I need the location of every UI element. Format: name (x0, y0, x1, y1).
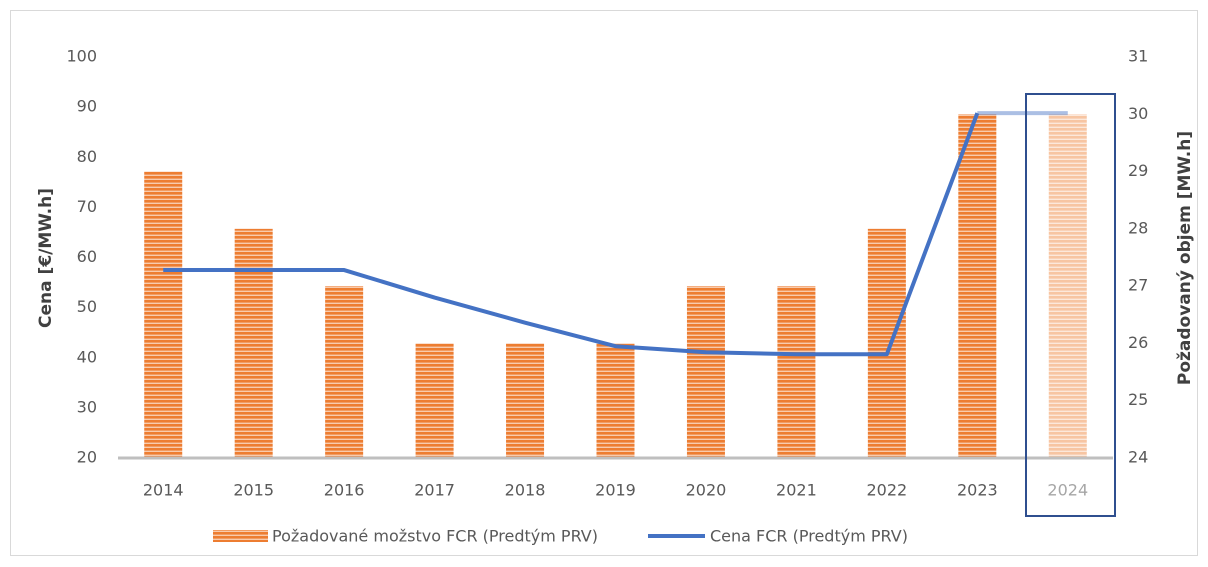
highlight-box (1025, 93, 1116, 517)
x-tick-label: 2023 (957, 481, 998, 500)
x-tick-label: 2021 (776, 481, 817, 500)
x-tick-label: 2015 (233, 481, 274, 500)
x-tick-label: 2020 (686, 481, 727, 500)
y-axis-title: Cena [€/MW.h] (36, 188, 56, 328)
x-tick-label: 2022 (867, 481, 908, 500)
bar (686, 286, 725, 458)
y-tick-label: 60 (77, 247, 97, 266)
y-tick-label: 50 (77, 297, 97, 316)
y-tick-label: 100 (66, 47, 97, 66)
y2-tick-label: 26 (1128, 333, 1148, 352)
x-tick-label: 2018 (505, 481, 546, 500)
bar (777, 286, 816, 458)
legend-swatch (213, 530, 268, 542)
bar (958, 114, 997, 459)
bar (867, 228, 906, 458)
bar (506, 343, 545, 458)
y-tick-label: 90 (77, 97, 97, 116)
y2-tick-label: 25 (1128, 390, 1148, 409)
bar (1048, 114, 1087, 459)
y-tick-label: 70 (77, 197, 97, 216)
y2-tick-label: 24 (1128, 448, 1148, 467)
x-tick-label: 2024 (1047, 481, 1088, 500)
y2-tick-label: 28 (1128, 218, 1148, 237)
chart-border (10, 10, 1198, 556)
bar (325, 286, 364, 458)
y2-tick-label: 27 (1128, 276, 1148, 295)
legend-label: Požadované možstvo FCR (Predtým PRV) (272, 527, 598, 546)
y-tick-label: 20 (77, 448, 97, 467)
bar (596, 343, 635, 458)
legend-label: Cena FCR (Predtým PRV) (710, 527, 908, 546)
bar (234, 228, 273, 458)
x-tick-label: 2017 (414, 481, 455, 500)
y-tick-label: 40 (77, 347, 97, 366)
bar (415, 343, 454, 458)
x-tick-label: 2014 (143, 481, 184, 500)
x-tick-label: 2019 (595, 481, 636, 500)
x-tick-label: 2016 (324, 481, 365, 500)
y2-tick-label: 29 (1128, 161, 1148, 180)
y-tick-label: 30 (77, 397, 97, 416)
y2-axis-title: Požadovaný objem [MW.h] (1175, 131, 1195, 385)
bar (144, 171, 183, 459)
y2-tick-label: 31 (1128, 47, 1148, 66)
line (163, 112, 980, 357)
y2-tick-label: 30 (1128, 104, 1148, 123)
y-tick-label: 80 (77, 147, 97, 166)
